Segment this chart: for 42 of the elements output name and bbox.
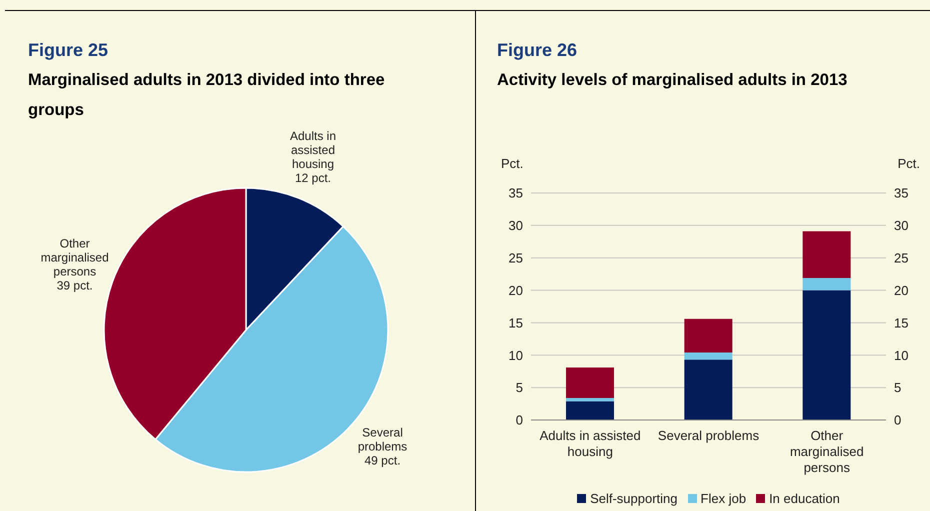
y2-tick-label: 25 [894,250,908,266]
slice-label: Other marginalised persons [40,236,109,278]
y2-tick-label: 20 [894,282,908,298]
y-tick-label: 5 [516,380,523,396]
data-label: 12 pct. [294,170,332,185]
y2-tick-label: 35 [894,186,908,201]
y2-tick-label: 30 [894,218,908,234]
y-tick-label: 30 [508,218,523,234]
data-label: 39 pct. [56,278,93,292]
y2-tick-label: 10 [894,348,908,363]
chart-title: Figure 26 [497,40,578,61]
slice-label: Adults in assisted housing [290,128,336,171]
chart-subtitle: Marginalised adults in 2013 divided into three groups [28,70,386,121]
bar [566,367,614,398]
y-tick-label: 10 [508,348,523,363]
x-tick-label: Several problems [658,428,760,443]
legend-label: In education [769,491,840,506]
bar [802,290,851,420]
bar [802,231,851,278]
y-tick-label: 25 [508,250,523,266]
chart-subtitle: Activity levels of marginalised adults in 2013 [497,70,848,91]
y-tick-label: 0 [516,412,523,428]
bar [684,318,732,353]
bar [684,360,732,420]
x-tick-label: Other marginalised persons [790,428,864,475]
data-label: 49 pct. [364,453,401,468]
legend-label: Self-supporting [590,491,678,506]
bar [566,398,614,402]
bar [684,352,732,360]
chart-title: Figure 25 [28,40,110,61]
y-tick-label: 15 [508,315,523,330]
y-axis-title: Pct. [501,156,524,171]
y2-tick-label: 0 [894,412,902,428]
x-tick-label: Adults in assisted housing [540,428,641,459]
y-tick-label: 20 [508,282,523,298]
bar [566,401,614,420]
legend-label: Flex job [700,491,746,506]
y-tick-label: 35 [508,186,523,201]
y2-tick-label: 15 [894,315,908,330]
y2-axis-title: Pct. [898,156,920,171]
bar [802,278,851,290]
y2-tick-label: 5 [894,380,902,396]
